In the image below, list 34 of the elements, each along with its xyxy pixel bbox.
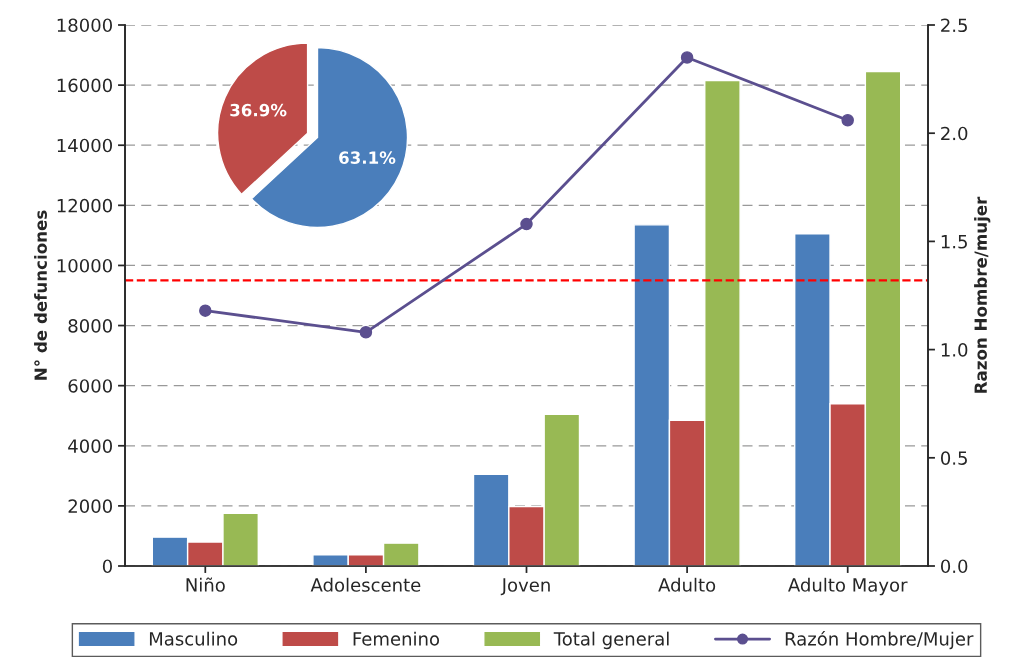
y-tick-label: 4000 — [68, 439, 112, 453]
x-tick-label: Joven — [500, 578, 550, 596]
point — [841, 113, 854, 127]
y-tick-label: 6000 — [68, 379, 112, 393]
y-tick-label: 2000 — [68, 499, 112, 514]
y-tick-label: 8000 — [68, 319, 112, 333]
y-tick-label: 18000 — [57, 18, 112, 33]
legend-label: Total general — [553, 631, 669, 650]
y-tick-label: 12000 — [57, 198, 112, 213]
legend-label: Razón Hombre/Mujer — [785, 630, 974, 650]
point — [680, 51, 694, 64]
y-tick-label: 16000 — [57, 78, 112, 93]
point — [520, 217, 533, 231]
y2-tick-label: 2.5 — [941, 18, 967, 33]
y2-tick-label: 2.0 — [941, 126, 968, 141]
y-tick-label: 10000 — [57, 258, 112, 273]
x-tick-label: Adulto Mayor — [788, 577, 908, 596]
y-tick-label: 0 — [102, 559, 112, 574]
y-axis-title: N° de defunciones — [34, 210, 47, 380]
x-tick-label: Adolescente — [310, 577, 421, 592]
y-tick-label: 14000 — [57, 138, 112, 153]
legend-label: Femenino — [353, 631, 440, 646]
legend-label: Masculino — [149, 631, 238, 646]
point — [199, 304, 212, 317]
y2-tick-label: 1.0 — [941, 343, 968, 357]
x-tick-label: Niño — [186, 577, 225, 592]
x-tick-label: Adulto — [658, 577, 716, 592]
data-label: 36.9% — [230, 103, 287, 117]
data-label: 63.1% — [339, 151, 396, 164]
point — [359, 326, 373, 339]
y2-tick-label: 0.5 — [941, 451, 967, 465]
y2-axis-title: Razon Hombre/mujer — [974, 196, 991, 393]
y2-tick-label: 0.0 — [941, 559, 968, 574]
y2-tick-label: 1.5 — [941, 235, 967, 249]
